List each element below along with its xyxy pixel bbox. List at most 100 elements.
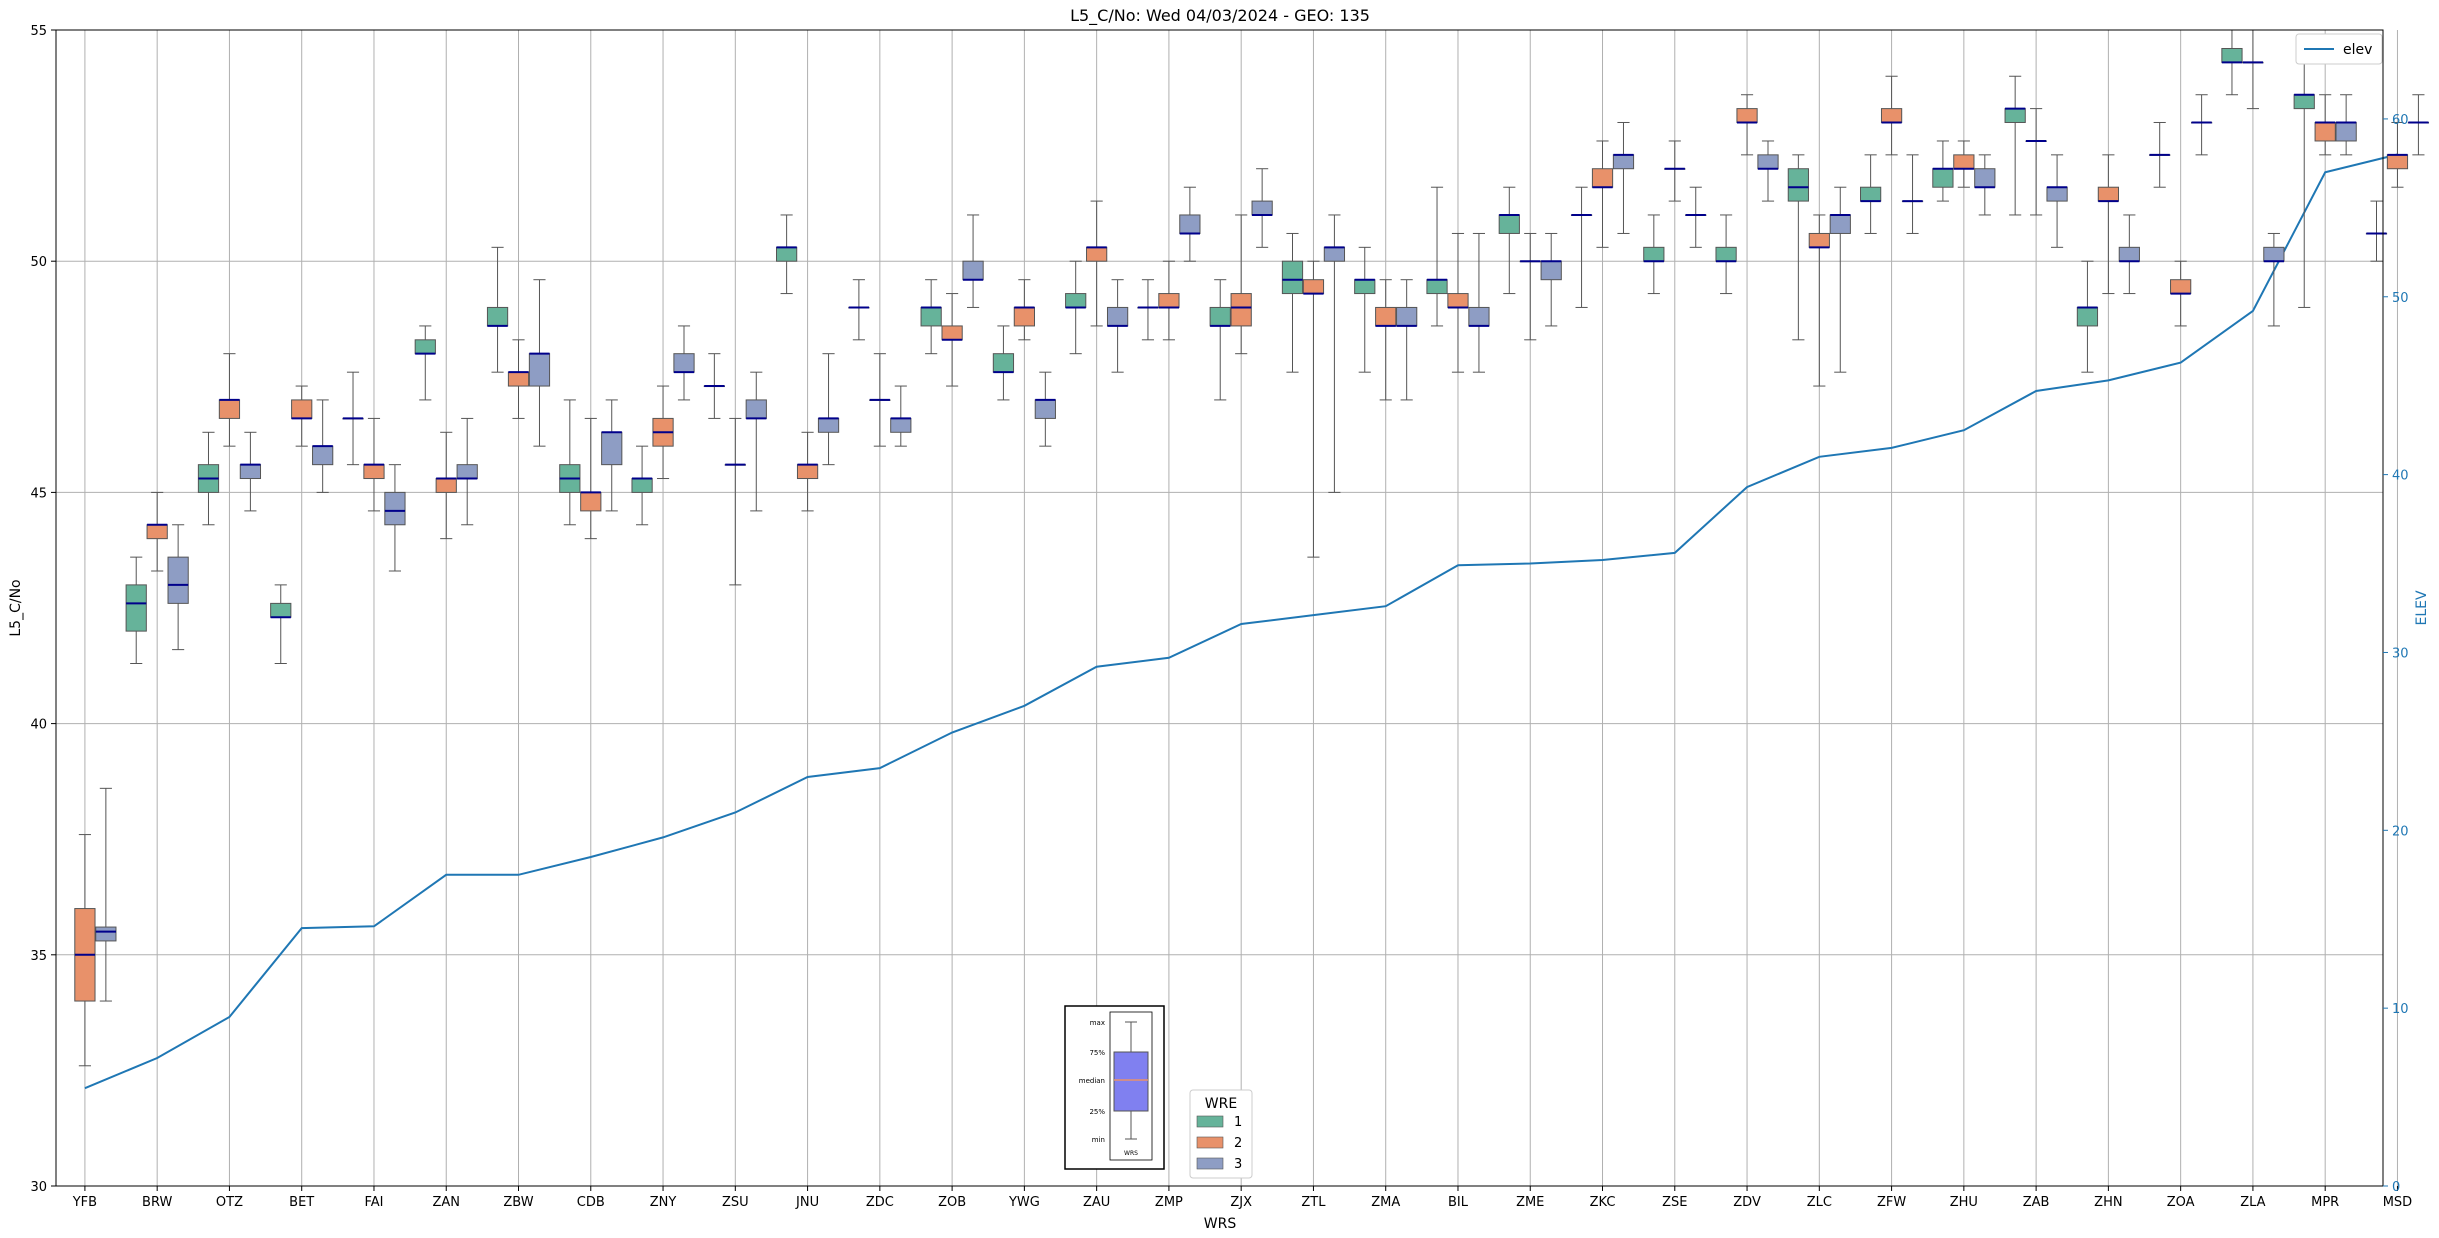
box-iqr xyxy=(2004,108,2026,123)
box-OTZ-wre1 xyxy=(197,431,220,526)
box-ZHU-wre1 xyxy=(1932,140,1954,202)
box-iqr xyxy=(2118,246,2140,262)
box-ZDC-wre3 xyxy=(890,385,912,447)
box-ZNY-wre3 xyxy=(673,325,695,401)
box-ZDV-wre1 xyxy=(1715,214,1737,295)
box-ZDV-wre3 xyxy=(1757,140,1779,202)
box-MPR-wre2 xyxy=(2314,94,2336,156)
box-YFB-wre3 xyxy=(95,787,117,1002)
box-BIL-wre1 xyxy=(1426,186,1448,327)
elev-line-layer xyxy=(84,153,2398,1090)
box-iqr xyxy=(1158,293,1180,308)
box-iqr xyxy=(384,491,406,526)
box-iqr xyxy=(2293,94,2315,110)
y2-tick-label: 0 xyxy=(2392,1180,2400,1195)
box-BRW-wre3 xyxy=(167,524,189,651)
box-ZDV-wre2 xyxy=(1736,94,1758,156)
x-tick-label: FAI xyxy=(364,1195,383,1210)
x-tick-label: ZJX xyxy=(1230,1195,1252,1210)
x-tick-label: ZKC xyxy=(1590,1195,1616,1210)
wre-legend-swatch xyxy=(1196,1157,1224,1170)
key-inset-label: 75% xyxy=(1089,1049,1105,1057)
box-ZLA-wre3 xyxy=(2263,232,2285,327)
box-BRW-wre2 xyxy=(146,491,168,572)
box-iqr xyxy=(1736,108,1758,123)
y-tick-label: 50 xyxy=(30,255,47,270)
x-tick-label: ZSU xyxy=(722,1195,749,1210)
box-ZNY-wre2 xyxy=(652,385,674,480)
x-tick-label: ZTL xyxy=(1301,1195,1326,1210)
box-ZHN-wre1 xyxy=(2076,260,2099,373)
y-tick-label: 40 xyxy=(30,718,47,733)
box-iqr xyxy=(2314,121,2336,142)
box-iqr xyxy=(1323,246,1346,262)
box-iqr xyxy=(1396,306,1418,327)
box-YFB-wre2 xyxy=(74,834,96,1067)
box-iqr xyxy=(414,339,436,355)
box-ZMA-wre3 xyxy=(1396,279,1418,401)
box-ZME-wre3 xyxy=(1540,232,1562,327)
box-iqr xyxy=(890,417,912,433)
box-iqr xyxy=(1086,246,1108,262)
box-iqr xyxy=(1540,260,1562,281)
box-iqr xyxy=(218,399,241,419)
box-MSD-wre2 xyxy=(2386,121,2409,188)
x-tick-label: BRW xyxy=(142,1195,172,1210)
box-iqr xyxy=(1498,214,1520,234)
box-ZMP-wre2 xyxy=(1158,260,1180,341)
box-ZNY-wre1 xyxy=(631,445,653,526)
x-tick-label: BIL xyxy=(1448,1195,1469,1210)
box-ZFW-wre3 xyxy=(1901,154,1924,234)
box-BIL-wre2 xyxy=(1447,232,1469,373)
y-tick-label: 35 xyxy=(30,949,47,964)
box-iqr xyxy=(435,478,457,493)
box-YWG-wre3 xyxy=(1034,371,1056,447)
box-iqr xyxy=(1034,399,1056,419)
box-iqr xyxy=(580,491,602,512)
box-BIL-wre3 xyxy=(1468,232,1490,373)
box-iqr xyxy=(1757,154,1779,170)
x-tick-label: ZHN xyxy=(2094,1195,2122,1210)
box-iqr xyxy=(507,371,530,387)
box-iqr xyxy=(1829,214,1851,234)
box-iqr xyxy=(1354,279,1376,295)
y-axis-label: L5_C/No xyxy=(8,579,24,636)
elev-legend: elev xyxy=(2295,33,2383,65)
box-ZOA-wre1 xyxy=(2149,121,2171,188)
key-inset-box xyxy=(1113,1051,1149,1112)
box-iqr xyxy=(239,464,262,480)
box-ZLC-wre2 xyxy=(1808,214,1830,387)
box-iqr xyxy=(1375,306,1397,327)
box-ZMP-wre3 xyxy=(1179,186,1201,262)
box-iqr xyxy=(631,478,653,493)
box-BET-wre3 xyxy=(312,399,334,493)
box-iqr xyxy=(1065,293,1087,308)
box-CDB-wre2 xyxy=(580,417,602,540)
y2-tick-label: 20 xyxy=(2392,824,2409,839)
box-ZAN-wre2 xyxy=(435,431,457,540)
box-ZMA-wre1 xyxy=(1354,246,1376,373)
x-tick-label: MPR xyxy=(2311,1195,2339,1210)
box-ZJX-wre2 xyxy=(1230,214,1252,355)
box-ZLC-wre1 xyxy=(1787,154,1809,341)
box-OTZ-wre3 xyxy=(239,431,262,512)
box-MPR-wre3 xyxy=(2335,94,2357,156)
wre-legend-frame xyxy=(1189,1089,1253,1179)
y-tick-label: 45 xyxy=(30,486,47,501)
box-ZKC-wre1 xyxy=(1570,186,1593,308)
x-tick-label: ZAN xyxy=(432,1195,460,1210)
box-iqr xyxy=(2097,186,2120,202)
box-iqr xyxy=(1179,214,1201,234)
x-tick-label: ZMP xyxy=(1155,1195,1183,1210)
box-iqr xyxy=(776,246,798,262)
box-ZTL-wre1 xyxy=(1281,232,1304,373)
y-tick-label: 55 xyxy=(30,24,47,39)
x-tick-label: ZMA xyxy=(1371,1195,1400,1210)
box-iqr xyxy=(1643,246,1665,262)
box-ZAU-wre3 xyxy=(1106,279,1129,373)
box-iqr xyxy=(1974,168,1996,188)
key-inset-xlabel: WRS xyxy=(1124,1150,1138,1157)
x-tick-label: YFB xyxy=(72,1195,97,1210)
wre-legend-label: 3 xyxy=(1234,1157,1242,1172)
